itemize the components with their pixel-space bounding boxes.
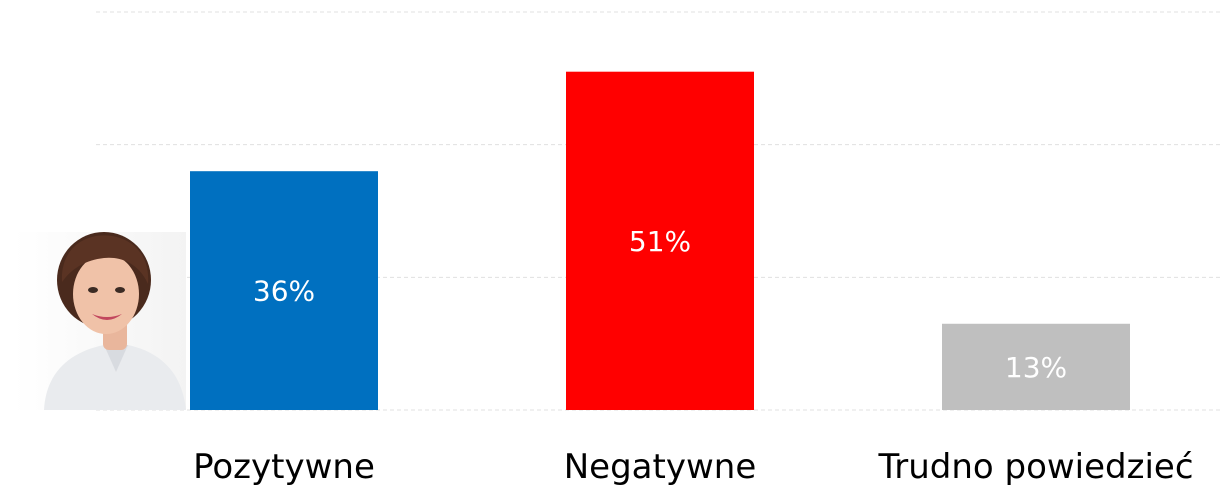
bars <box>190 71 1130 410</box>
person-portrait-icon <box>14 232 186 410</box>
bar-1 <box>190 171 378 410</box>
value-label: 13% <box>1005 351 1067 384</box>
category-labels: Pozytywne Negatywne Trudno powiedzieć <box>193 447 1193 487</box>
category-label: Pozytywne <box>193 447 375 487</box>
value-labels: 36% 51% 13% <box>253 225 1067 384</box>
category-label: Negatywne <box>564 447 757 487</box>
value-label: 36% <box>253 275 315 308</box>
category-label: Trudno powiedzieć <box>877 447 1193 487</box>
value-label: 51% <box>629 225 691 258</box>
bar-2 <box>566 71 754 410</box>
bar-3 <box>942 323 1130 410</box>
